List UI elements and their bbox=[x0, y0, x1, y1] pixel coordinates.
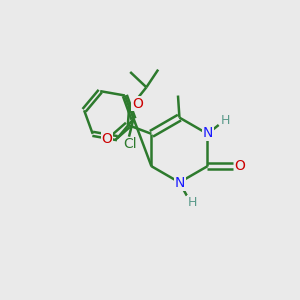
Text: O: O bbox=[101, 132, 112, 146]
Text: N: N bbox=[175, 176, 185, 190]
Text: N: N bbox=[202, 126, 213, 140]
Text: H: H bbox=[188, 196, 197, 208]
Text: O: O bbox=[235, 159, 246, 172]
Text: Cl: Cl bbox=[123, 137, 136, 151]
Text: H: H bbox=[220, 114, 230, 127]
Text: O: O bbox=[132, 97, 143, 111]
